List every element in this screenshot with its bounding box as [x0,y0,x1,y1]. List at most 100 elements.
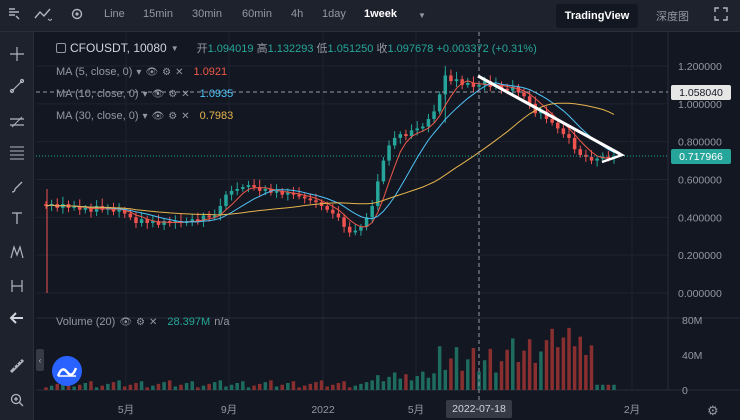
volume-visibility-icon[interactable]: 👁 [119,316,133,328]
time-tick-label: 2月 [624,404,640,416]
interval-dropdown-icon[interactable]: ▼ [418,11,426,20]
ma10-visibility-icon[interactable]: 👁 [151,88,165,100]
candle [128,213,133,218]
volume-bar [466,359,470,390]
candle [471,83,476,87]
zoom-icon[interactable] [7,390,27,410]
menu-icon[interactable] [6,6,22,25]
volume-bar [544,340,549,390]
candle [201,215,206,222]
ma30-settings-icon[interactable]: ⚙ [168,110,178,122]
candle [156,221,161,225]
ruler-icon[interactable] [7,356,27,376]
candle [392,137,397,146]
volume-bar [207,383,211,390]
ma30-visibility-icon[interactable]: 👁 [151,110,165,122]
symbol-name[interactable]: CFOUSDT, 10080 [70,41,167,55]
volume-bar [94,387,99,390]
interval-1week[interactable]: 1week [364,8,398,20]
close-value: 1.097678 [387,43,434,55]
ma10-label[interactable]: MA (10, close, 0) [56,88,139,100]
candle [578,149,583,155]
candle [561,128,566,135]
interval-1day[interactable]: 1day [322,8,346,20]
candle [297,194,301,197]
volume-settings-icon[interactable]: ⚙ [136,316,145,328]
fib-icon[interactable] [7,142,27,162]
candle [381,160,386,182]
pattern-icon[interactable] [7,242,27,262]
price-chart[interactable]: 1.200000 1.000000 0.800000 0.600000 0.400000… [36,32,740,420]
ma30-remove-icon[interactable]: ✕ [181,110,190,122]
ma5-visibility-icon[interactable]: 👁 [145,66,159,78]
ma5-label[interactable]: MA (5, close, 0) [56,66,133,78]
ma5-settings-icon[interactable]: ⚙ [162,66,172,78]
candle [539,111,543,114]
interval-60min[interactable]: 60min [242,8,272,20]
chart-style-icon[interactable] [34,7,53,24]
ma30-dropdown-icon[interactable]: ▾ [142,110,148,122]
fullscreen-icon[interactable] [714,7,728,24]
candle [477,84,481,87]
candle [426,118,431,127]
volume-bar [398,378,403,390]
volume-bar [359,383,363,390]
volume-bar [342,381,346,390]
interval-30min[interactable]: 30min [192,8,222,20]
ma30-value: 0.7983 [199,110,234,122]
legend-toggle-icon[interactable] [56,43,66,53]
ma10-remove-icon[interactable]: ✕ [181,88,190,100]
candle [499,84,504,89]
ma10-line [45,82,615,223]
crosshair-icon[interactable] [7,44,27,64]
text-icon[interactable] [7,208,27,228]
volume-bar [167,380,172,390]
depth-chart-tab[interactable]: 深度图 [656,11,689,23]
price-tick-label: 1.200000 [678,61,722,73]
candle [454,79,459,82]
candle [72,205,76,208]
volume-label[interactable]: Volume (20) [56,316,116,328]
volume-bar [331,384,335,390]
tradingview-button[interactable]: TradingView [556,4,638,28]
back-arrow-icon[interactable] [7,308,27,328]
volume-bar [488,348,493,390]
interval-4h[interactable]: 4h [291,8,304,20]
ma30-label[interactable]: MA (30, close, 0) [56,110,139,122]
volume-bar [229,384,234,390]
ma10-settings-icon[interactable]: ⚙ [168,88,178,100]
volume-bar [404,374,408,390]
candle [336,213,341,218]
interval-15min[interactable]: 15min [143,8,173,20]
volume-bar [151,385,155,390]
volume-bar [241,381,245,390]
open-value: 1.094019 [207,43,254,55]
open-label: 开 [196,43,208,55]
brush-icon[interactable] [7,177,27,197]
trend-line-icon[interactable] [7,76,27,96]
volume-bar [314,382,318,390]
candle [325,205,329,210]
measure-icon[interactable] [7,276,27,296]
volume-remove-icon[interactable]: ✕ [148,316,158,328]
ma5-dropdown-icon[interactable]: ▾ [136,66,142,78]
tradingview-logo[interactable] [52,356,82,386]
volume-bar [601,384,605,390]
candle [398,134,403,138]
candle [218,205,223,216]
interval-line[interactable]: Line [104,8,125,20]
ma10-dropdown-icon[interactable]: ▾ [142,88,148,100]
volume-bar [550,328,554,390]
volume-bar [44,387,48,390]
volume-tick-label: 0 [682,385,688,397]
ma30-line [45,102,615,216]
candle [370,205,374,218]
settings-icon[interactable] [70,7,84,24]
volume-bar [89,381,93,390]
ma5-remove-icon[interactable]: ✕ [175,66,184,78]
symbol-dropdown-icon[interactable]: ▼ [170,43,179,53]
horizontal-line-icon[interactable] [7,112,27,132]
ma30-legend: MA (30, close, 0) ▾ 👁 ⚙ ✕ 0.7983 [56,110,233,122]
volume-bar [145,387,149,390]
collapse-toolbar-button[interactable]: ‹ [36,349,44,371]
